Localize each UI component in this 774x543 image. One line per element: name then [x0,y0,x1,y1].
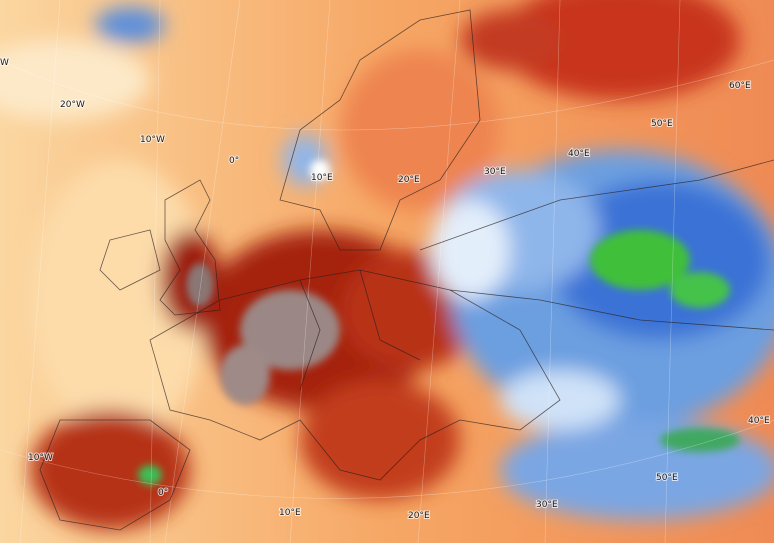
longitude-label: 30°E [484,167,506,177]
longitude-label: 60°E [729,81,751,91]
longitude-label: 40°E [748,416,770,426]
longitude-label: 50°E [651,119,673,129]
hot-and-cold-cores [138,160,740,485]
longitude-label: 10°W [28,453,53,463]
longitude-label: 10°E [279,508,301,518]
country-borders [39,9,774,531]
longitude-label: 40°E [568,149,590,159]
longitude-label: 10°E [311,173,333,183]
graticule-labels: 20°W 10°W 0° 10°E 20°E 30°E 40°E 50°E 60… [0,57,771,522]
longitude-label: 10°W [140,135,165,145]
longitude-label: 50°E [656,473,678,483]
longitude-label: 20°E [408,511,430,521]
longitude-label: 0° [158,488,168,498]
longitude-label: 20°W [60,100,85,110]
longitude-label: 0° [229,156,239,166]
longitude-label: 20°E [398,175,420,185]
longitude-label: 30°E [536,500,558,510]
longitude-label: W [0,58,9,68]
